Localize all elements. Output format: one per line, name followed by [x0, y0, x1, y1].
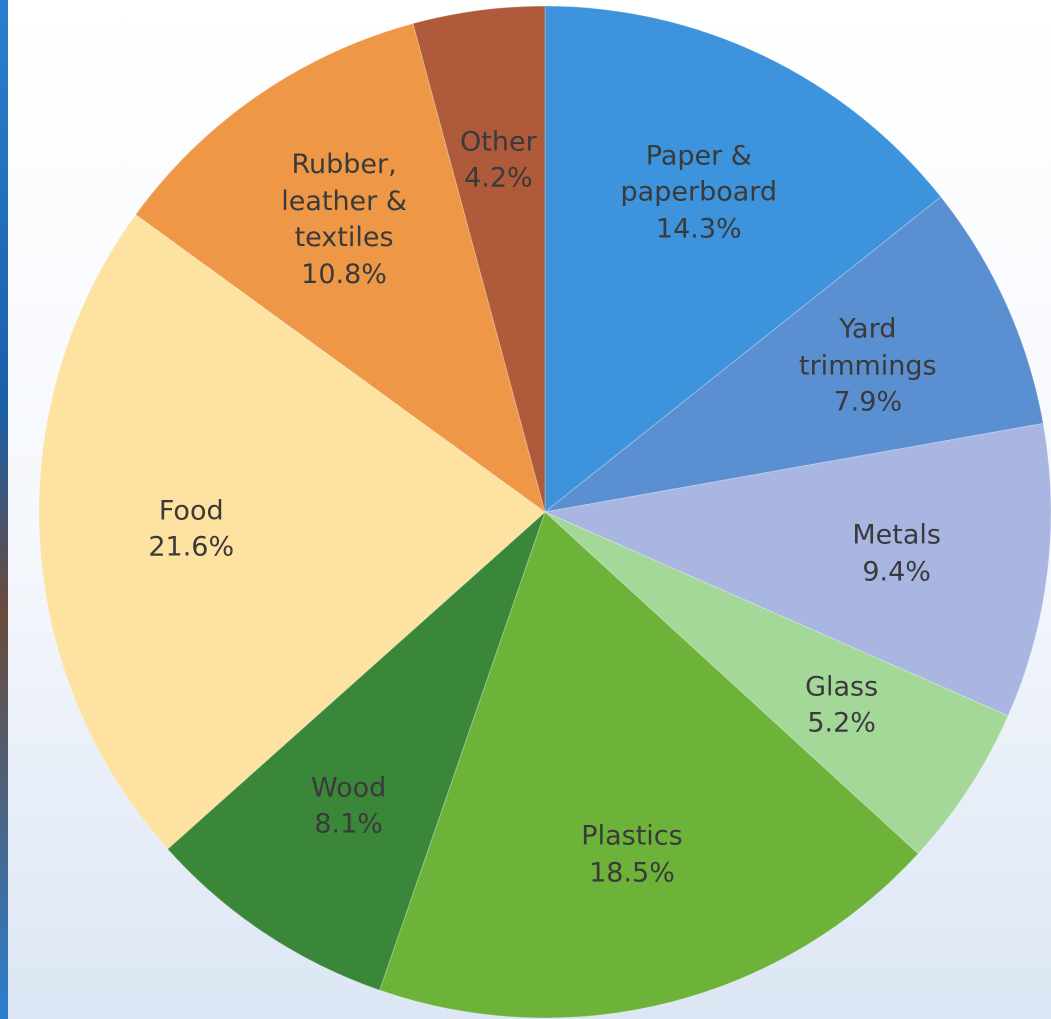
- slice-label: Food 21.6%: [71, 493, 311, 566]
- pie-slice: [544, 5, 942, 514]
- slice-label: Glass 5.2%: [722, 669, 962, 742]
- pie-slice: [412, 5, 546, 513]
- pie-slice: [544, 196, 1044, 513]
- category-label: Rubber, leather & textiles: [281, 149, 407, 254]
- category-label: Yard trimmings: [799, 313, 937, 382]
- value-label: 4.2%: [464, 162, 533, 194]
- slice-label: Plastics 18.5%: [512, 819, 752, 892]
- value-label: 8.1%: [314, 808, 383, 840]
- pie-slice: [543, 422, 1051, 717]
- slice-label: Rubber, leather & textiles 10.8%: [224, 147, 464, 293]
- slice-label: Wood 8.1%: [229, 770, 469, 843]
- pie-slice: [38, 213, 546, 850]
- pie-slice: [378, 511, 919, 1019]
- slice-label: Other 4.2%: [378, 124, 618, 197]
- category-label: Food: [158, 495, 224, 527]
- slice-label: Yard trimmings 7.9%: [748, 312, 988, 421]
- category-label: Paper & paperboard: [620, 140, 778, 208]
- slice-label: Paper & paperboard 14.3%: [579, 138, 819, 247]
- pie-slice: [544, 511, 1009, 855]
- category-label: Wood: [311, 772, 387, 804]
- category-label: Metals: [852, 519, 941, 551]
- pie-slice: [166, 510, 547, 991]
- value-label: 10.8%: [301, 258, 387, 290]
- side-strip: [0, 0, 8, 1019]
- value-label: 18.5%: [589, 857, 675, 889]
- value-label: 21.6%: [148, 531, 235, 563]
- slice-label: Metals 9.4%: [777, 518, 1017, 591]
- category-label: Other: [460, 126, 537, 158]
- pie-slice: [134, 22, 546, 514]
- value-label: 5.2%: [807, 707, 876, 739]
- value-label: 9.4%: [862, 556, 931, 588]
- category-label: Plastics: [581, 820, 683, 852]
- value-label: 14.3%: [655, 213, 742, 245]
- category-label: Glass: [805, 671, 879, 703]
- value-label: 7.9%: [833, 386, 903, 418]
